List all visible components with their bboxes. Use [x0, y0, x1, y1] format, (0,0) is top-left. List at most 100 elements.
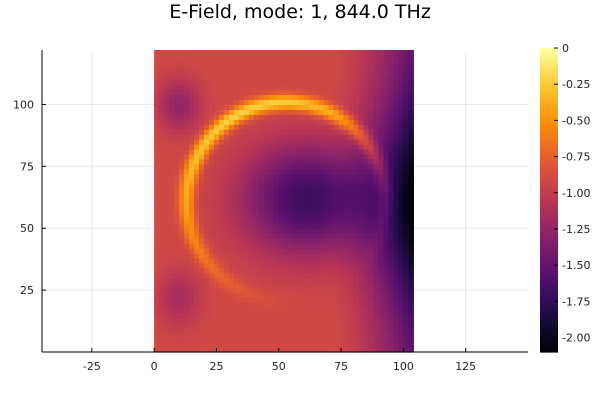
heatmap-cell	[169, 99, 175, 106]
heatmap-cell	[184, 69, 190, 76]
heatmap-cell	[248, 74, 255, 81]
heatmap-cell	[218, 272, 225, 279]
heatmap-cell	[408, 327, 414, 333]
heatmap-cell	[378, 223, 385, 229]
heatmap-cell	[388, 168, 395, 175]
colorbar-segment	[540, 334, 558, 338]
heatmap-cell	[368, 94, 375, 101]
heatmap-cell	[363, 129, 370, 135]
heatmap-cell	[208, 203, 215, 210]
heatmap-cell	[308, 277, 315, 284]
heatmap-cell	[283, 69, 290, 76]
heatmap-cell	[189, 50, 195, 56]
heatmap-cell	[194, 327, 200, 333]
heatmap-cell	[368, 84, 375, 91]
heatmap-cell	[228, 213, 235, 219]
heatmap-cell	[218, 54, 225, 61]
heatmap-cell	[368, 149, 375, 155]
heatmap-cell	[179, 332, 185, 338]
heatmap-cell	[194, 153, 200, 160]
colorbar-segment	[540, 91, 558, 95]
heatmap-cell	[238, 74, 245, 81]
heatmap-cell	[273, 243, 280, 249]
heatmap-cell	[373, 233, 380, 239]
heatmap-cell	[328, 337, 335, 343]
colorbar-segment	[540, 346, 558, 351]
heatmap-cell	[154, 332, 160, 338]
colorbar-segment	[540, 53, 558, 57]
heatmap-cell	[233, 74, 240, 81]
heatmap-cell	[204, 84, 210, 91]
heatmap-cell	[328, 252, 335, 259]
heatmap-cell	[288, 54, 295, 61]
heatmap-cell	[283, 327, 290, 333]
heatmap-cell	[253, 50, 260, 56]
heatmap-cell	[243, 302, 250, 309]
heatmap-cell	[154, 228, 160, 234]
heatmap-cell	[263, 208, 270, 214]
heatmap-cell	[174, 208, 180, 214]
heatmap-cell	[398, 168, 404, 175]
heatmap-cell	[233, 272, 240, 279]
heatmap-cell	[318, 84, 325, 91]
heatmap-cell	[398, 327, 404, 333]
heatmap-cell	[263, 69, 270, 76]
heatmap-cell	[403, 312, 409, 318]
heatmap-cell	[154, 337, 160, 343]
heatmap-cell	[363, 54, 370, 61]
heatmap-cell	[253, 104, 260, 111]
heatmap-cell	[303, 193, 310, 200]
heatmap-cell	[403, 94, 409, 101]
heatmap-cell	[218, 59, 225, 66]
heatmap-cell	[353, 94, 360, 101]
heatmap-cell	[164, 119, 170, 125]
heatmap-cell	[338, 144, 345, 150]
heatmap-cell	[238, 114, 245, 120]
heatmap-cell	[263, 248, 270, 254]
heatmap-cell	[308, 99, 315, 106]
heatmap-cell	[248, 312, 255, 318]
heatmap-cell	[263, 109, 270, 115]
heatmap-cell	[179, 178, 185, 185]
heatmap-cell	[333, 322, 340, 328]
heatmap-cell	[223, 134, 230, 140]
heatmap-cell	[358, 158, 365, 165]
heatmap-cell	[208, 223, 215, 229]
heatmap-cell	[303, 50, 310, 56]
heatmap-cell	[268, 188, 275, 195]
heatmap-cell	[184, 59, 190, 66]
heatmap-cell	[288, 183, 295, 190]
heatmap-cell	[358, 317, 365, 323]
heatmap-cell	[263, 104, 270, 111]
heatmap-cell	[398, 257, 404, 264]
heatmap-cell	[199, 50, 205, 56]
heatmap-cell	[233, 228, 240, 234]
heatmap-cell	[308, 332, 315, 338]
heatmap-cell	[378, 203, 385, 210]
heatmap-cell	[288, 139, 295, 145]
heatmap-cell	[154, 327, 160, 333]
heatmap-cell	[154, 342, 160, 348]
heatmap-cell	[343, 277, 350, 284]
heatmap-cell	[393, 89, 399, 96]
heatmap-cell	[318, 99, 325, 106]
heatmap-cell	[164, 267, 170, 274]
colorbar-segment	[540, 154, 558, 158]
heatmap-cell	[208, 173, 215, 180]
heatmap-cell	[204, 267, 210, 274]
heatmap-cell	[383, 54, 390, 61]
heatmap-cell	[323, 183, 330, 190]
heatmap-cell	[318, 302, 325, 309]
heatmap-cell	[213, 248, 220, 254]
heatmap-cell	[233, 218, 240, 224]
heatmap-cell	[233, 203, 240, 210]
heatmap-cell	[383, 322, 390, 328]
heatmap-cell	[233, 144, 240, 150]
heatmap-cell	[358, 307, 365, 313]
heatmap-cell	[328, 238, 335, 244]
heatmap-cell	[208, 282, 215, 289]
heatmap-cell	[169, 104, 175, 111]
heatmap-cell	[154, 183, 160, 190]
colorbar-segment	[540, 177, 558, 181]
heatmap-cell	[348, 272, 355, 279]
